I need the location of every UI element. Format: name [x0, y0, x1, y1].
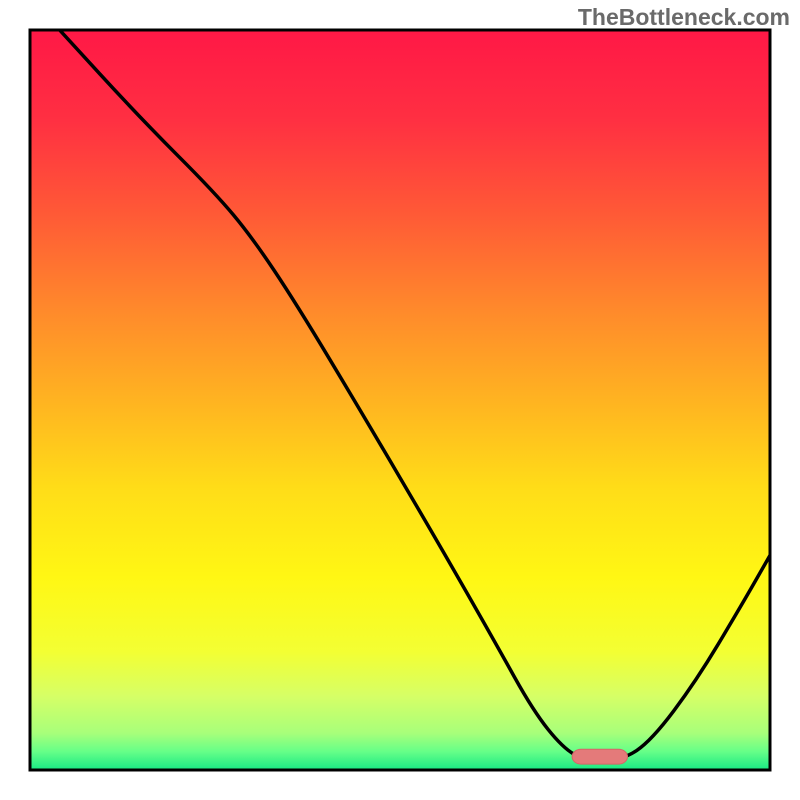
watermark-text: TheBottleneck.com	[578, 4, 790, 31]
chart-svg	[0, 0, 800, 800]
root: TheBottleneck.com	[0, 0, 800, 800]
sweet-spot-marker	[572, 749, 628, 764]
gradient-background	[30, 30, 770, 770]
plot-area	[0, 0, 800, 800]
